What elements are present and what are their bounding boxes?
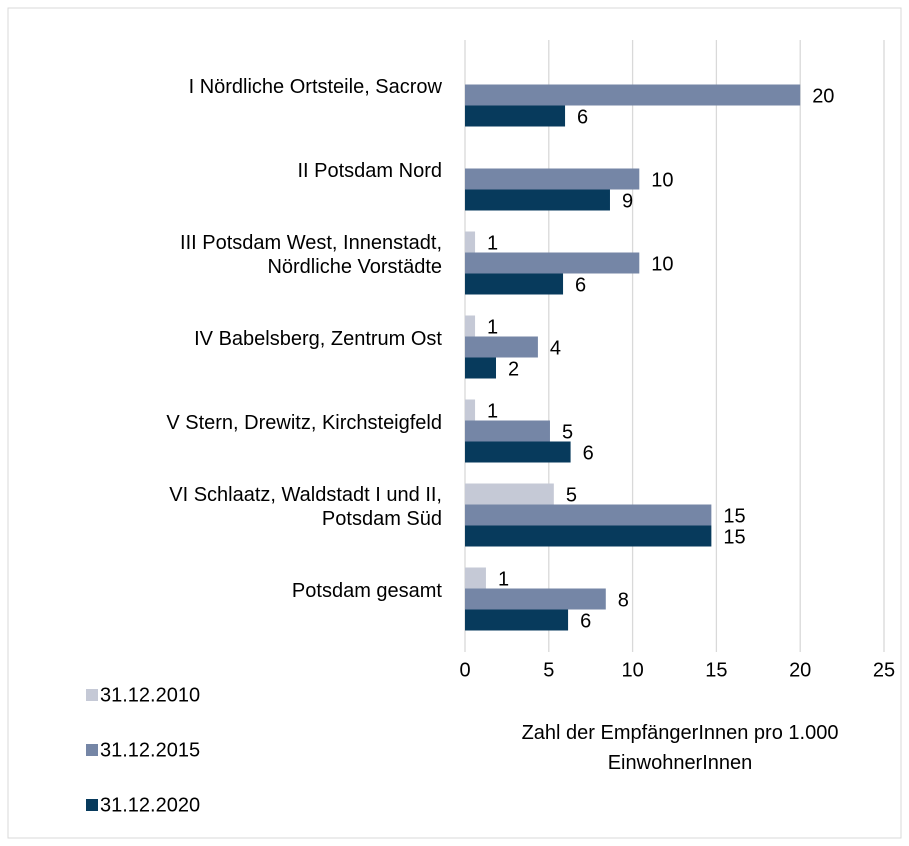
bar bbox=[465, 315, 476, 337]
bar bbox=[465, 483, 554, 505]
data-label: 15 bbox=[723, 526, 745, 548]
legend-swatch bbox=[86, 744, 98, 756]
x-tick-label: 20 bbox=[789, 659, 811, 681]
data-label: 10 bbox=[651, 169, 673, 191]
bar bbox=[465, 441, 571, 463]
data-label: 6 bbox=[577, 106, 588, 128]
category-label: VI Schlaatz, Waldstadt I und II, Potsdam… bbox=[169, 484, 442, 530]
bar bbox=[465, 609, 569, 631]
bar bbox=[465, 399, 476, 421]
x-axis-title: Zahl der EmpfängerInnen pro 1.000 Einwoh… bbox=[521, 722, 839, 774]
data-label: 1 bbox=[498, 568, 509, 590]
data-label: 6 bbox=[580, 610, 591, 632]
data-label: 6 bbox=[583, 442, 594, 464]
data-label: 6 bbox=[575, 274, 586, 296]
x-tick-label: 25 bbox=[873, 659, 895, 681]
data-label: 8 bbox=[618, 589, 629, 611]
bar bbox=[465, 420, 550, 442]
bar bbox=[465, 84, 801, 106]
category-label: I Nördliche Ortsteile, Sacrow bbox=[188, 76, 442, 98]
frame bbox=[7, 7, 902, 839]
data-label: 9 bbox=[622, 190, 633, 212]
category-label: V Stern, Drewitz, Kirchsteigfeld bbox=[166, 412, 442, 434]
legend-swatch bbox=[86, 799, 98, 811]
legend-label: 31.12.2020 bbox=[100, 794, 200, 816]
category-label: III Potsdam West, Innenstadt, Nördliche … bbox=[180, 232, 442, 278]
bar bbox=[465, 525, 712, 547]
bar bbox=[465, 567, 486, 589]
data-label: 10 bbox=[651, 253, 673, 275]
bar bbox=[465, 105, 566, 127]
data-label: 1 bbox=[487, 232, 498, 254]
data-label: 1 bbox=[487, 400, 498, 422]
data-label: 4 bbox=[550, 337, 561, 359]
category-label: IV Babelsberg, Zentrum Ost bbox=[194, 328, 442, 350]
bar bbox=[465, 231, 476, 253]
x-tick-label: 5 bbox=[543, 659, 554, 681]
data-label: 5 bbox=[566, 484, 577, 506]
x-tick-label: 0 bbox=[459, 659, 470, 681]
legend-swatch bbox=[86, 689, 98, 701]
bar bbox=[465, 357, 497, 379]
legend-label: 31.12.2015 bbox=[100, 739, 200, 761]
bar bbox=[465, 189, 610, 211]
x-tick-label: 15 bbox=[705, 659, 727, 681]
bar bbox=[465, 252, 640, 274]
bar bbox=[465, 273, 564, 295]
data-label: 2 bbox=[508, 358, 519, 380]
bar bbox=[465, 504, 712, 526]
data-label: 1 bbox=[487, 316, 498, 338]
x-tick-label: 10 bbox=[621, 659, 643, 681]
legend-label: 31.12.2010 bbox=[100, 684, 200, 706]
bar bbox=[465, 588, 606, 610]
data-label: 20 bbox=[812, 85, 834, 107]
category-label: II Potsdam Nord bbox=[297, 160, 442, 182]
bar bbox=[465, 168, 640, 190]
bar bbox=[465, 336, 538, 358]
data-label: 15 bbox=[723, 505, 745, 527]
category-label: Potsdam gesamt bbox=[291, 580, 442, 602]
data-label: 5 bbox=[562, 421, 573, 443]
